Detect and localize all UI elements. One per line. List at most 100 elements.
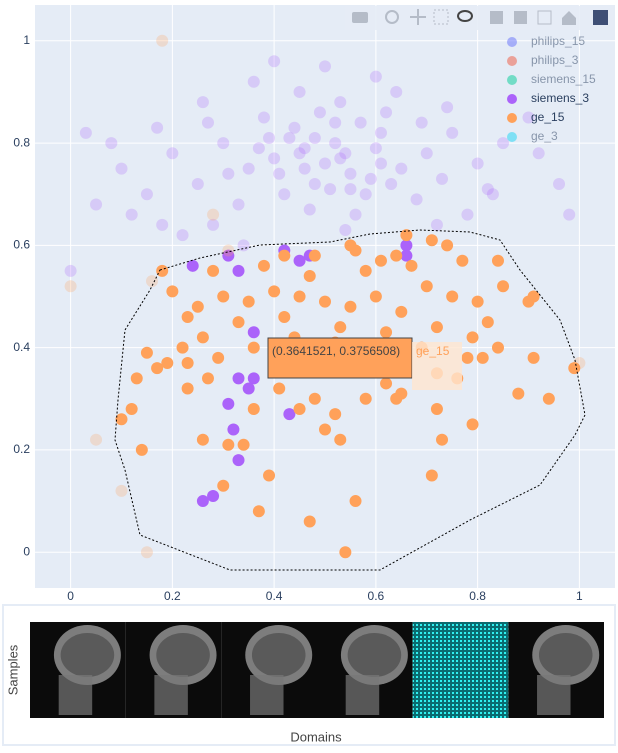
point: [344, 300, 357, 313]
pan-icon[interactable]: [410, 9, 426, 25]
point: [542, 392, 555, 405]
point: [308, 392, 321, 405]
point: [135, 443, 148, 456]
autoscale-icon[interactable]: [537, 10, 552, 25]
point: [217, 290, 230, 303]
image-brain: [251, 633, 306, 677]
y-tick-label: 0.6: [13, 238, 30, 252]
point: [425, 469, 438, 482]
point: [247, 75, 260, 88]
point: [349, 495, 362, 508]
legend-marker: [507, 37, 517, 47]
zoom-out-icon[interactable]: [514, 11, 527, 24]
point: [481, 183, 494, 196]
point: [237, 438, 250, 451]
point: [400, 229, 413, 242]
tooltip-name-box: [412, 342, 462, 390]
point: [212, 351, 225, 364]
image-neck: [250, 675, 284, 715]
legend-marker: [507, 132, 517, 142]
reset-icon[interactable]: [562, 11, 576, 25]
point: [532, 147, 545, 160]
point: [293, 290, 306, 303]
box-select-icon[interactable]: [433, 9, 449, 25]
point: [466, 418, 479, 431]
point: [207, 218, 220, 231]
point: [166, 147, 179, 160]
point: [568, 362, 581, 375]
point: [207, 489, 220, 502]
image-neck: [58, 675, 93, 715]
point: [232, 454, 245, 467]
point: [374, 157, 387, 170]
point: [308, 131, 321, 144]
point: [415, 116, 428, 129]
point: [237, 239, 250, 252]
lasso-icon[interactable]: [457, 10, 473, 22]
point: [481, 316, 494, 329]
point: [196, 96, 209, 109]
plotly-logo[interactable]: [593, 10, 608, 25]
point: [456, 254, 469, 267]
point: [64, 264, 77, 277]
point: [217, 137, 230, 150]
point: [319, 60, 331, 73]
point: [79, 126, 92, 139]
point: [486, 188, 499, 201]
panel-y-label: Samples: [5, 644, 20, 695]
image-bg: [412, 622, 509, 718]
point: [186, 259, 199, 272]
point: [329, 137, 342, 150]
panel-x-label: Domains: [290, 729, 342, 744]
point: [222, 249, 235, 262]
point: [303, 203, 316, 216]
legend-label: ge_3: [531, 129, 558, 143]
point: [324, 183, 337, 196]
point: [247, 326, 260, 339]
point: [217, 479, 230, 492]
point: [436, 433, 449, 446]
point: [196, 433, 209, 446]
camera-icon[interactable]: [352, 12, 368, 23]
image-panel: Samples Domains: [2, 604, 616, 746]
point: [446, 290, 459, 303]
x-tick-label: 0.8: [469, 589, 486, 603]
point: [390, 392, 403, 405]
point: [232, 372, 245, 385]
modebar[interactable]: [345, 6, 613, 30]
point: [140, 346, 153, 359]
x-tick-label: 1: [576, 589, 583, 603]
points: [64, 34, 586, 559]
point: [247, 403, 260, 416]
point: [283, 408, 296, 421]
point: [430, 403, 443, 416]
point: [278, 188, 291, 201]
x-tick-label: 0: [67, 589, 74, 603]
point: [90, 198, 103, 211]
point: [430, 321, 443, 334]
point: [461, 351, 474, 364]
zoom-in-icon[interactable]: [490, 11, 503, 24]
point: [395, 305, 408, 318]
point: [196, 331, 209, 344]
point: [268, 285, 281, 298]
tooltip-box: [267, 337, 413, 379]
point: [125, 208, 138, 221]
point: [298, 162, 311, 175]
point: [563, 208, 576, 221]
zoom-icon[interactable]: [385, 10, 399, 24]
legend-marker: [507, 75, 517, 85]
point: [252, 505, 265, 518]
point: [222, 397, 235, 410]
point: [283, 131, 296, 144]
point: [181, 310, 194, 323]
point: [308, 249, 321, 262]
point: [527, 351, 540, 364]
point: [293, 254, 306, 267]
legend[interactable]: philips_15 philips_3 siemens_15 siemens_3ge…: [507, 34, 596, 143]
point: [115, 162, 128, 175]
point: [359, 188, 372, 201]
point: [430, 218, 443, 231]
point: [115, 413, 128, 426]
